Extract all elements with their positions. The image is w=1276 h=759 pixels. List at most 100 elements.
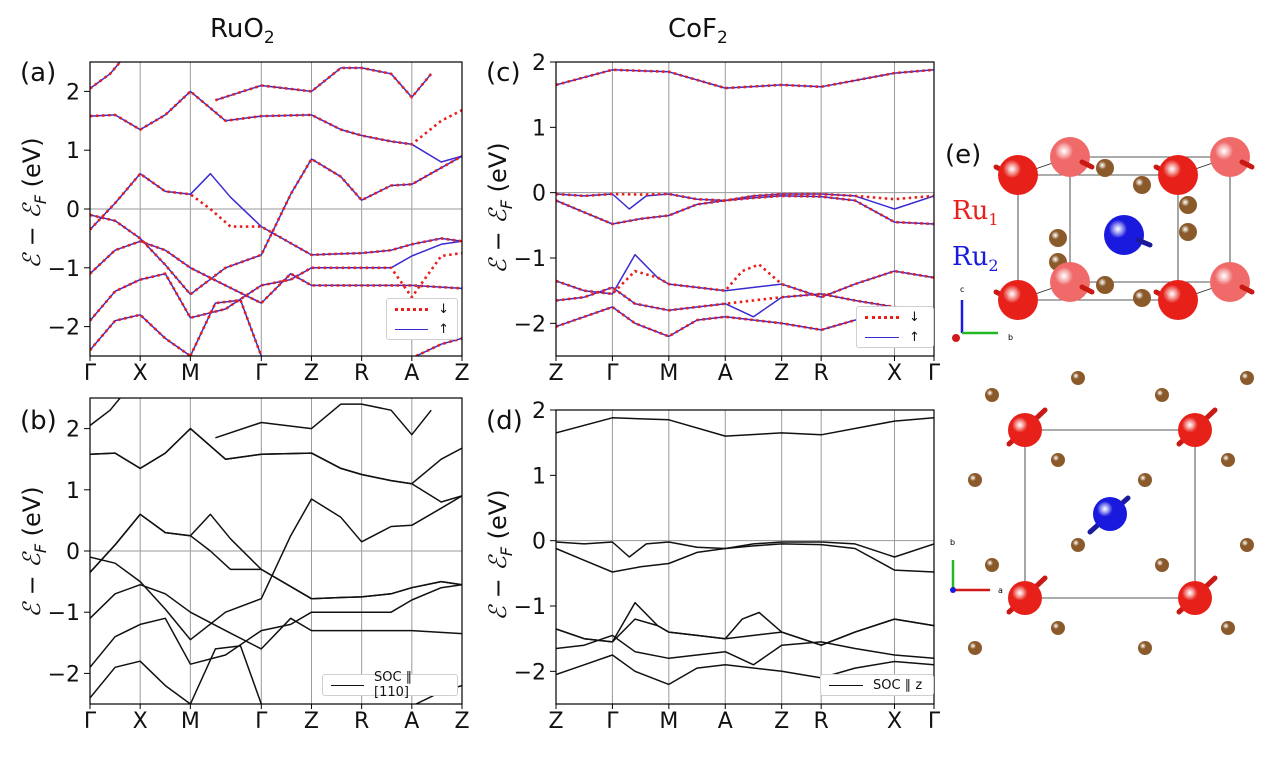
ru1-atom bbox=[1178, 413, 1212, 447]
band-soc bbox=[556, 417, 934, 437]
ytick-label: −1 bbox=[514, 595, 546, 620]
legend-c: ↓ ↑ bbox=[856, 306, 934, 348]
band-spin-up bbox=[90, 240, 462, 322]
f-atom bbox=[1096, 159, 1114, 177]
kpoint-label: Z bbox=[774, 361, 789, 386]
kpoint-label: X bbox=[133, 709, 148, 734]
band-soc bbox=[215, 403, 432, 439]
band-spin-down bbox=[556, 192, 934, 202]
ru1-label: Ru1 bbox=[952, 196, 999, 229]
kpoint-label: Z bbox=[304, 709, 319, 734]
f-atom bbox=[1133, 289, 1151, 307]
kpoint-label: A bbox=[404, 361, 419, 386]
spin-arrow bbox=[1135, 237, 1153, 248]
ytick-label: 2 bbox=[66, 80, 80, 105]
axis-b-label: b bbox=[1008, 333, 1013, 342]
bands-c bbox=[556, 68, 934, 338]
legend-entry: SOC ∥ z bbox=[821, 675, 933, 695]
legend-d: SOC ∥ z bbox=[820, 674, 934, 696]
ytick-label: −2 bbox=[48, 662, 80, 687]
band-soc bbox=[556, 634, 934, 666]
band-spin-up bbox=[90, 90, 462, 163]
kpoint-label: X bbox=[887, 709, 902, 734]
band-soc bbox=[189, 645, 263, 704]
legend-line-swatch bbox=[331, 684, 364, 686]
ru1-label-text: Ru1 bbox=[952, 196, 999, 230]
band-spin-down bbox=[90, 172, 462, 257]
ru1-atom bbox=[1178, 581, 1212, 615]
ru1-atom bbox=[1008, 413, 1042, 447]
kpoint-label: A bbox=[718, 709, 733, 734]
legend-label: ↓ bbox=[438, 301, 449, 317]
axes-frame bbox=[555, 61, 935, 357]
ru1-atom bbox=[1210, 137, 1250, 177]
ytick-label: 2 bbox=[66, 418, 80, 443]
bands-d bbox=[556, 417, 934, 686]
spin-arrow bbox=[1079, 284, 1095, 295]
f-atom bbox=[1138, 641, 1152, 655]
kpoint-label: R bbox=[814, 709, 829, 734]
f-atom bbox=[1096, 276, 1114, 294]
legend-label: SOC ∥ z bbox=[873, 677, 923, 693]
axis-b-label-bottom: b bbox=[950, 538, 955, 547]
ytick-label: −2 bbox=[514, 312, 546, 337]
ytick-label: 1 bbox=[532, 116, 546, 141]
ytick-label: 0 bbox=[532, 182, 546, 207]
ru1-atom bbox=[1210, 262, 1250, 302]
spin-arrow bbox=[1079, 159, 1095, 170]
f-atom bbox=[1138, 473, 1152, 487]
ytick-label: 0 bbox=[66, 540, 80, 565]
ytick-label: 0 bbox=[66, 198, 80, 223]
ytick-label: 2 bbox=[532, 399, 546, 424]
axis-c-label: c bbox=[960, 285, 964, 294]
spin-arrow bbox=[1239, 284, 1255, 295]
crystal-structure: c b b a bbox=[950, 137, 1255, 655]
f-atom bbox=[985, 388, 999, 402]
band-spin-down bbox=[556, 194, 934, 226]
ytick-label: 1 bbox=[66, 139, 80, 164]
band-spin-down bbox=[415, 337, 462, 356]
legend-line-swatch bbox=[865, 336, 899, 338]
f-atom bbox=[1071, 371, 1085, 385]
panel-label-b: (b) bbox=[20, 406, 57, 436]
panel-b: −2 −1 0 1 2 Γ X M Γ Z R A Z bbox=[48, 397, 470, 734]
f-atom bbox=[1155, 558, 1169, 572]
legend-entry: ↑ bbox=[857, 327, 933, 347]
legend-label: SOC ∥ [110] bbox=[374, 670, 413, 700]
f-atom bbox=[1049, 229, 1067, 247]
ytick-label: 2 bbox=[532, 51, 546, 76]
band-spin-down bbox=[90, 313, 192, 356]
ytick-label: −1 bbox=[48, 257, 80, 282]
kpoint-label: Γ bbox=[606, 361, 619, 386]
kpoint-label: Γ bbox=[606, 709, 619, 734]
kpoint-label: Z bbox=[454, 709, 469, 734]
axis-a-label-bottom: a bbox=[998, 586, 1003, 595]
ytick-label: −2 bbox=[48, 316, 80, 341]
ytick-label: −2 bbox=[514, 660, 546, 685]
ytick-label: −1 bbox=[48, 601, 80, 626]
legend-line-swatch bbox=[829, 684, 863, 686]
band-spin-down bbox=[90, 251, 462, 322]
band-soc bbox=[90, 495, 462, 641]
ru1-atom bbox=[1008, 581, 1042, 615]
ytick-label: 1 bbox=[532, 464, 546, 489]
f-atom bbox=[968, 641, 982, 655]
panel-a: −2 −1 0 1 2 Γ X M Γ Z R A Z bbox=[48, 61, 470, 386]
f-atom bbox=[1179, 196, 1197, 214]
band-spin-down bbox=[215, 66, 433, 102]
title-ruo2-text: RuO2 bbox=[210, 14, 275, 49]
legend-label: ↑ bbox=[438, 321, 449, 337]
panel-label-c: (c) bbox=[486, 58, 521, 88]
ytick-label: 0 bbox=[532, 530, 546, 555]
band-soc bbox=[556, 611, 934, 646]
kpoint-label: X bbox=[887, 361, 902, 386]
f-atom bbox=[968, 473, 982, 487]
f-atom bbox=[1221, 621, 1235, 635]
f-atom bbox=[1221, 453, 1235, 467]
kpoint-label: M bbox=[181, 361, 200, 386]
panel-label-a: (a) bbox=[20, 58, 57, 88]
panel-label-d: (d) bbox=[486, 406, 523, 436]
kpoint-label: R bbox=[354, 709, 369, 734]
f-atom bbox=[1071, 538, 1085, 552]
